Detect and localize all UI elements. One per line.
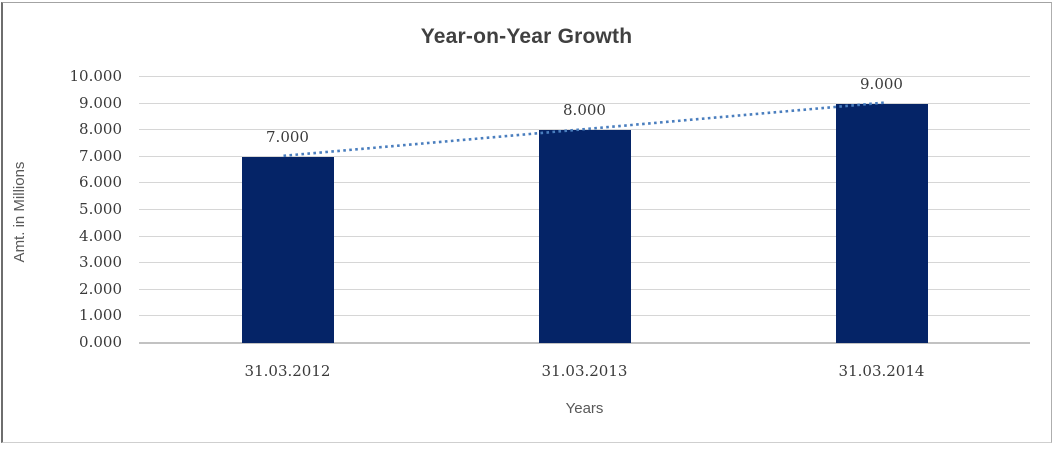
- y-tick-label: 0.000: [79, 333, 122, 351]
- y-tick-label: 9.000: [79, 93, 122, 112]
- y-tick-label: 7.000: [79, 146, 122, 165]
- x-category-label: 31.03.2012: [244, 362, 331, 380]
- y-tick-label: 3.000: [79, 253, 122, 272]
- y-tick-label: 10.000: [69, 67, 123, 85]
- bar-data-label: 8.000: [563, 101, 606, 120]
- x-category-label: 31.03.2014: [838, 362, 925, 380]
- bar: [538, 130, 631, 343]
- bar-data-label: 7.000: [266, 127, 309, 146]
- x-category-label: 31.03.2013: [541, 362, 628, 380]
- y-tick-label: 6.000: [79, 173, 122, 192]
- y-tick-label: 8.000: [79, 120, 122, 139]
- bar-data-label: 9.000: [860, 74, 903, 93]
- x-axis-title: Years: [565, 400, 604, 417]
- y-tick-label: 4.000: [79, 226, 122, 245]
- bar: [835, 103, 928, 343]
- chart-title: Year-on-Year Growth: [420, 25, 633, 48]
- bar: [241, 156, 334, 343]
- y-tick-label: 5.000: [79, 200, 122, 218]
- y-tick-label: 1.000: [79, 306, 122, 325]
- y-tick-label: 2.000: [79, 279, 122, 298]
